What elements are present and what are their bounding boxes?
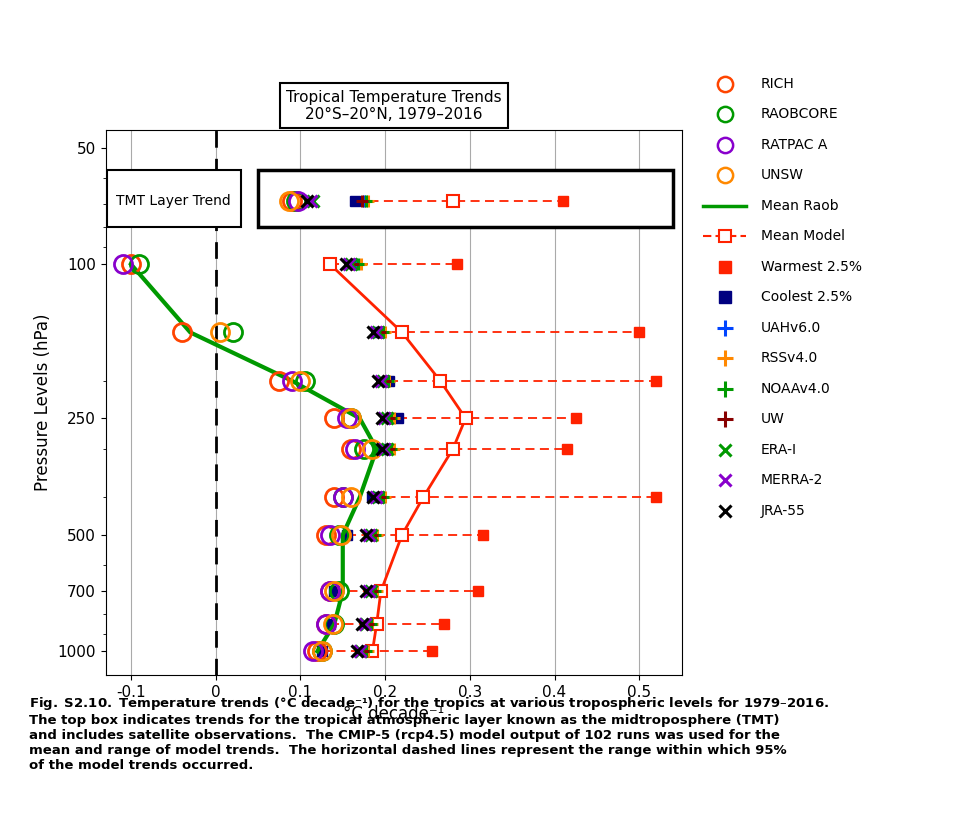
Text: MERRA-2: MERRA-2: [760, 473, 823, 487]
Text: RATPAC A: RATPAC A: [760, 138, 828, 152]
Text: RAOBCORE: RAOBCORE: [760, 107, 838, 121]
Text: TMT Layer Trend: TMT Layer Trend: [116, 193, 230, 207]
Text: Coolest 2.5%: Coolest 2.5%: [760, 290, 852, 304]
Text: Mean Model: Mean Model: [760, 229, 845, 243]
Text: Warmest 2.5%: Warmest 2.5%: [760, 260, 862, 274]
X-axis label: °C decade⁻¹: °C decade⁻¹: [343, 705, 444, 723]
Text: $\bf{Fig.\ S2.10.}$ Temperature trends (°C decade⁻¹) for the tropics at various : $\bf{Fig.\ S2.10.}$ Temperature trends (…: [29, 695, 829, 772]
Text: RICH: RICH: [760, 77, 795, 91]
Text: UAHv6.0: UAHv6.0: [760, 321, 821, 335]
Bar: [108, 170, 241, 227]
Text: NOAAv4.0: NOAAv4.0: [760, 382, 830, 396]
Text: RSSv4.0: RSSv4.0: [760, 351, 818, 365]
Text: UW: UW: [760, 412, 784, 426]
Text: JRA-55: JRA-55: [760, 504, 805, 518]
Title: Tropical Temperature Trends
20°S–20°N, 1979–2016: Tropical Temperature Trends 20°S–20°N, 1…: [286, 89, 501, 122]
Text: UNSW: UNSW: [760, 168, 804, 182]
Text: ERA-I: ERA-I: [760, 443, 797, 457]
Text: Mean Raob: Mean Raob: [760, 199, 838, 213]
Bar: [258, 170, 673, 227]
Y-axis label: Pressure Levels (hPa): Pressure Levels (hPa): [34, 314, 52, 491]
